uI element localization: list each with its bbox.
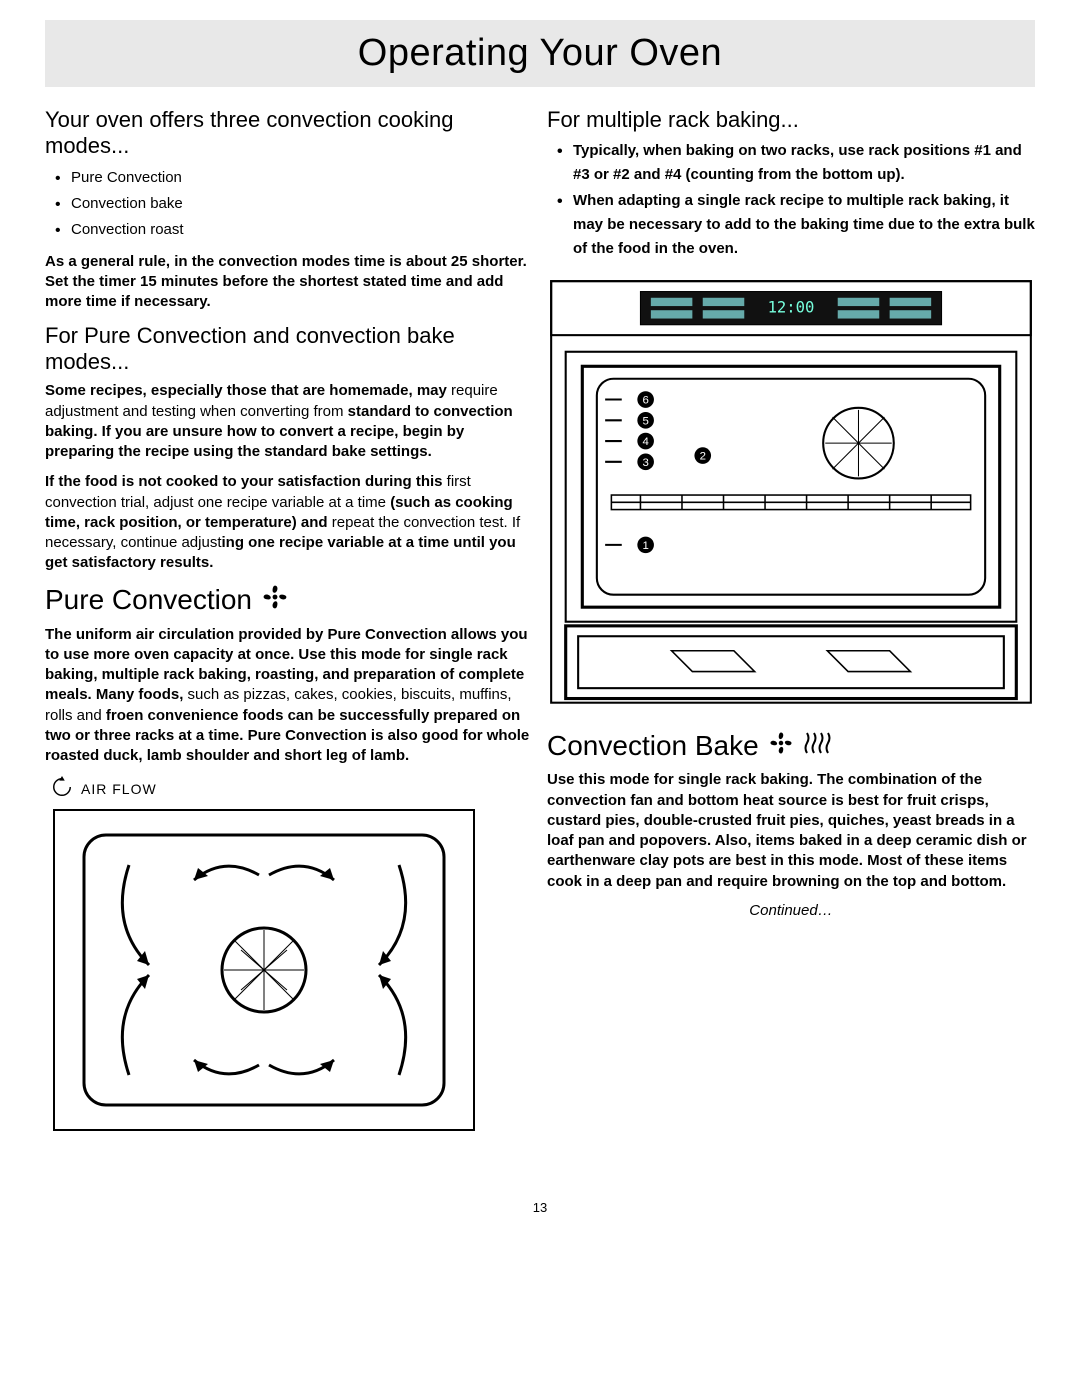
title-text: Convection Bake	[547, 730, 759, 762]
convection-bake-title: Convection Bake	[547, 730, 1035, 762]
modes-list: Pure Convection Convection bake Convecti…	[45, 166, 533, 242]
list-item: Typically, when baking on two racks, use…	[573, 139, 1035, 187]
fan-icon	[769, 730, 793, 762]
svg-text:3: 3	[642, 457, 648, 469]
pcb-heading: For Pure Convection and convection bake …	[45, 323, 533, 376]
text-span: If the food is not cooked to your satisf…	[45, 473, 443, 490]
pure-convection-title: Pure Convection	[45, 584, 533, 617]
svg-text:4: 4	[642, 437, 649, 449]
right-column: For multiple rack baking... Typically, w…	[547, 99, 1035, 1140]
airflow-arrow-icon	[51, 776, 73, 801]
svg-text:1: 1	[642, 540, 648, 552]
svg-text:5: 5	[642, 416, 648, 428]
svg-text:6: 6	[642, 395, 648, 407]
list-item: When adapting a single rack recipe to mu…	[573, 189, 1035, 261]
svg-text:2: 2	[700, 451, 706, 463]
heat-waves-icon	[803, 730, 831, 762]
multi-rack-heading: For multiple rack baking...	[547, 107, 1035, 133]
pure-convection-para: The uniform air circulation provided by …	[45, 625, 533, 767]
list-item: Pure Convection	[71, 166, 533, 190]
left-column: Your oven offers three convection cookin…	[45, 99, 533, 1140]
list-item: Convection bake	[71, 192, 533, 216]
content-columns: Your oven offers three convection cookin…	[45, 99, 1035, 1140]
page-number: 13	[45, 1200, 1035, 1215]
para-trial: If the food is not cooked to your satisf…	[45, 472, 533, 573]
airflow-diagram	[49, 805, 479, 1135]
airflow-text: AIR FLOW	[81, 781, 157, 797]
text-span: froen convenience foods can be successfu…	[45, 707, 529, 765]
general-rule: As a general rule, in the convection mod…	[45, 252, 533, 313]
para-adjustment: Some recipes, especially those that are …	[45, 381, 533, 462]
text-span: Some recipes, especially those that are …	[45, 382, 447, 399]
list-item: Convection roast	[71, 218, 533, 242]
convection-bake-para: Use this mode for single rack baking. Th…	[547, 770, 1035, 892]
multi-rack-list: Typically, when baking on two racks, use…	[547, 139, 1035, 261]
modes-heading: Your oven offers three convection cookin…	[45, 107, 533, 160]
title-text: Pure Convection	[45, 584, 252, 616]
oven-diagram: 12:00 6 5 4 3 1 2	[547, 277, 1035, 713]
page-title: Operating Your Oven	[45, 20, 1035, 87]
airflow-label: AIR FLOW	[51, 776, 533, 801]
fan-icon	[262, 584, 288, 617]
continued-label: Continued…	[547, 902, 1035, 919]
display-time: 12:00	[768, 299, 815, 317]
